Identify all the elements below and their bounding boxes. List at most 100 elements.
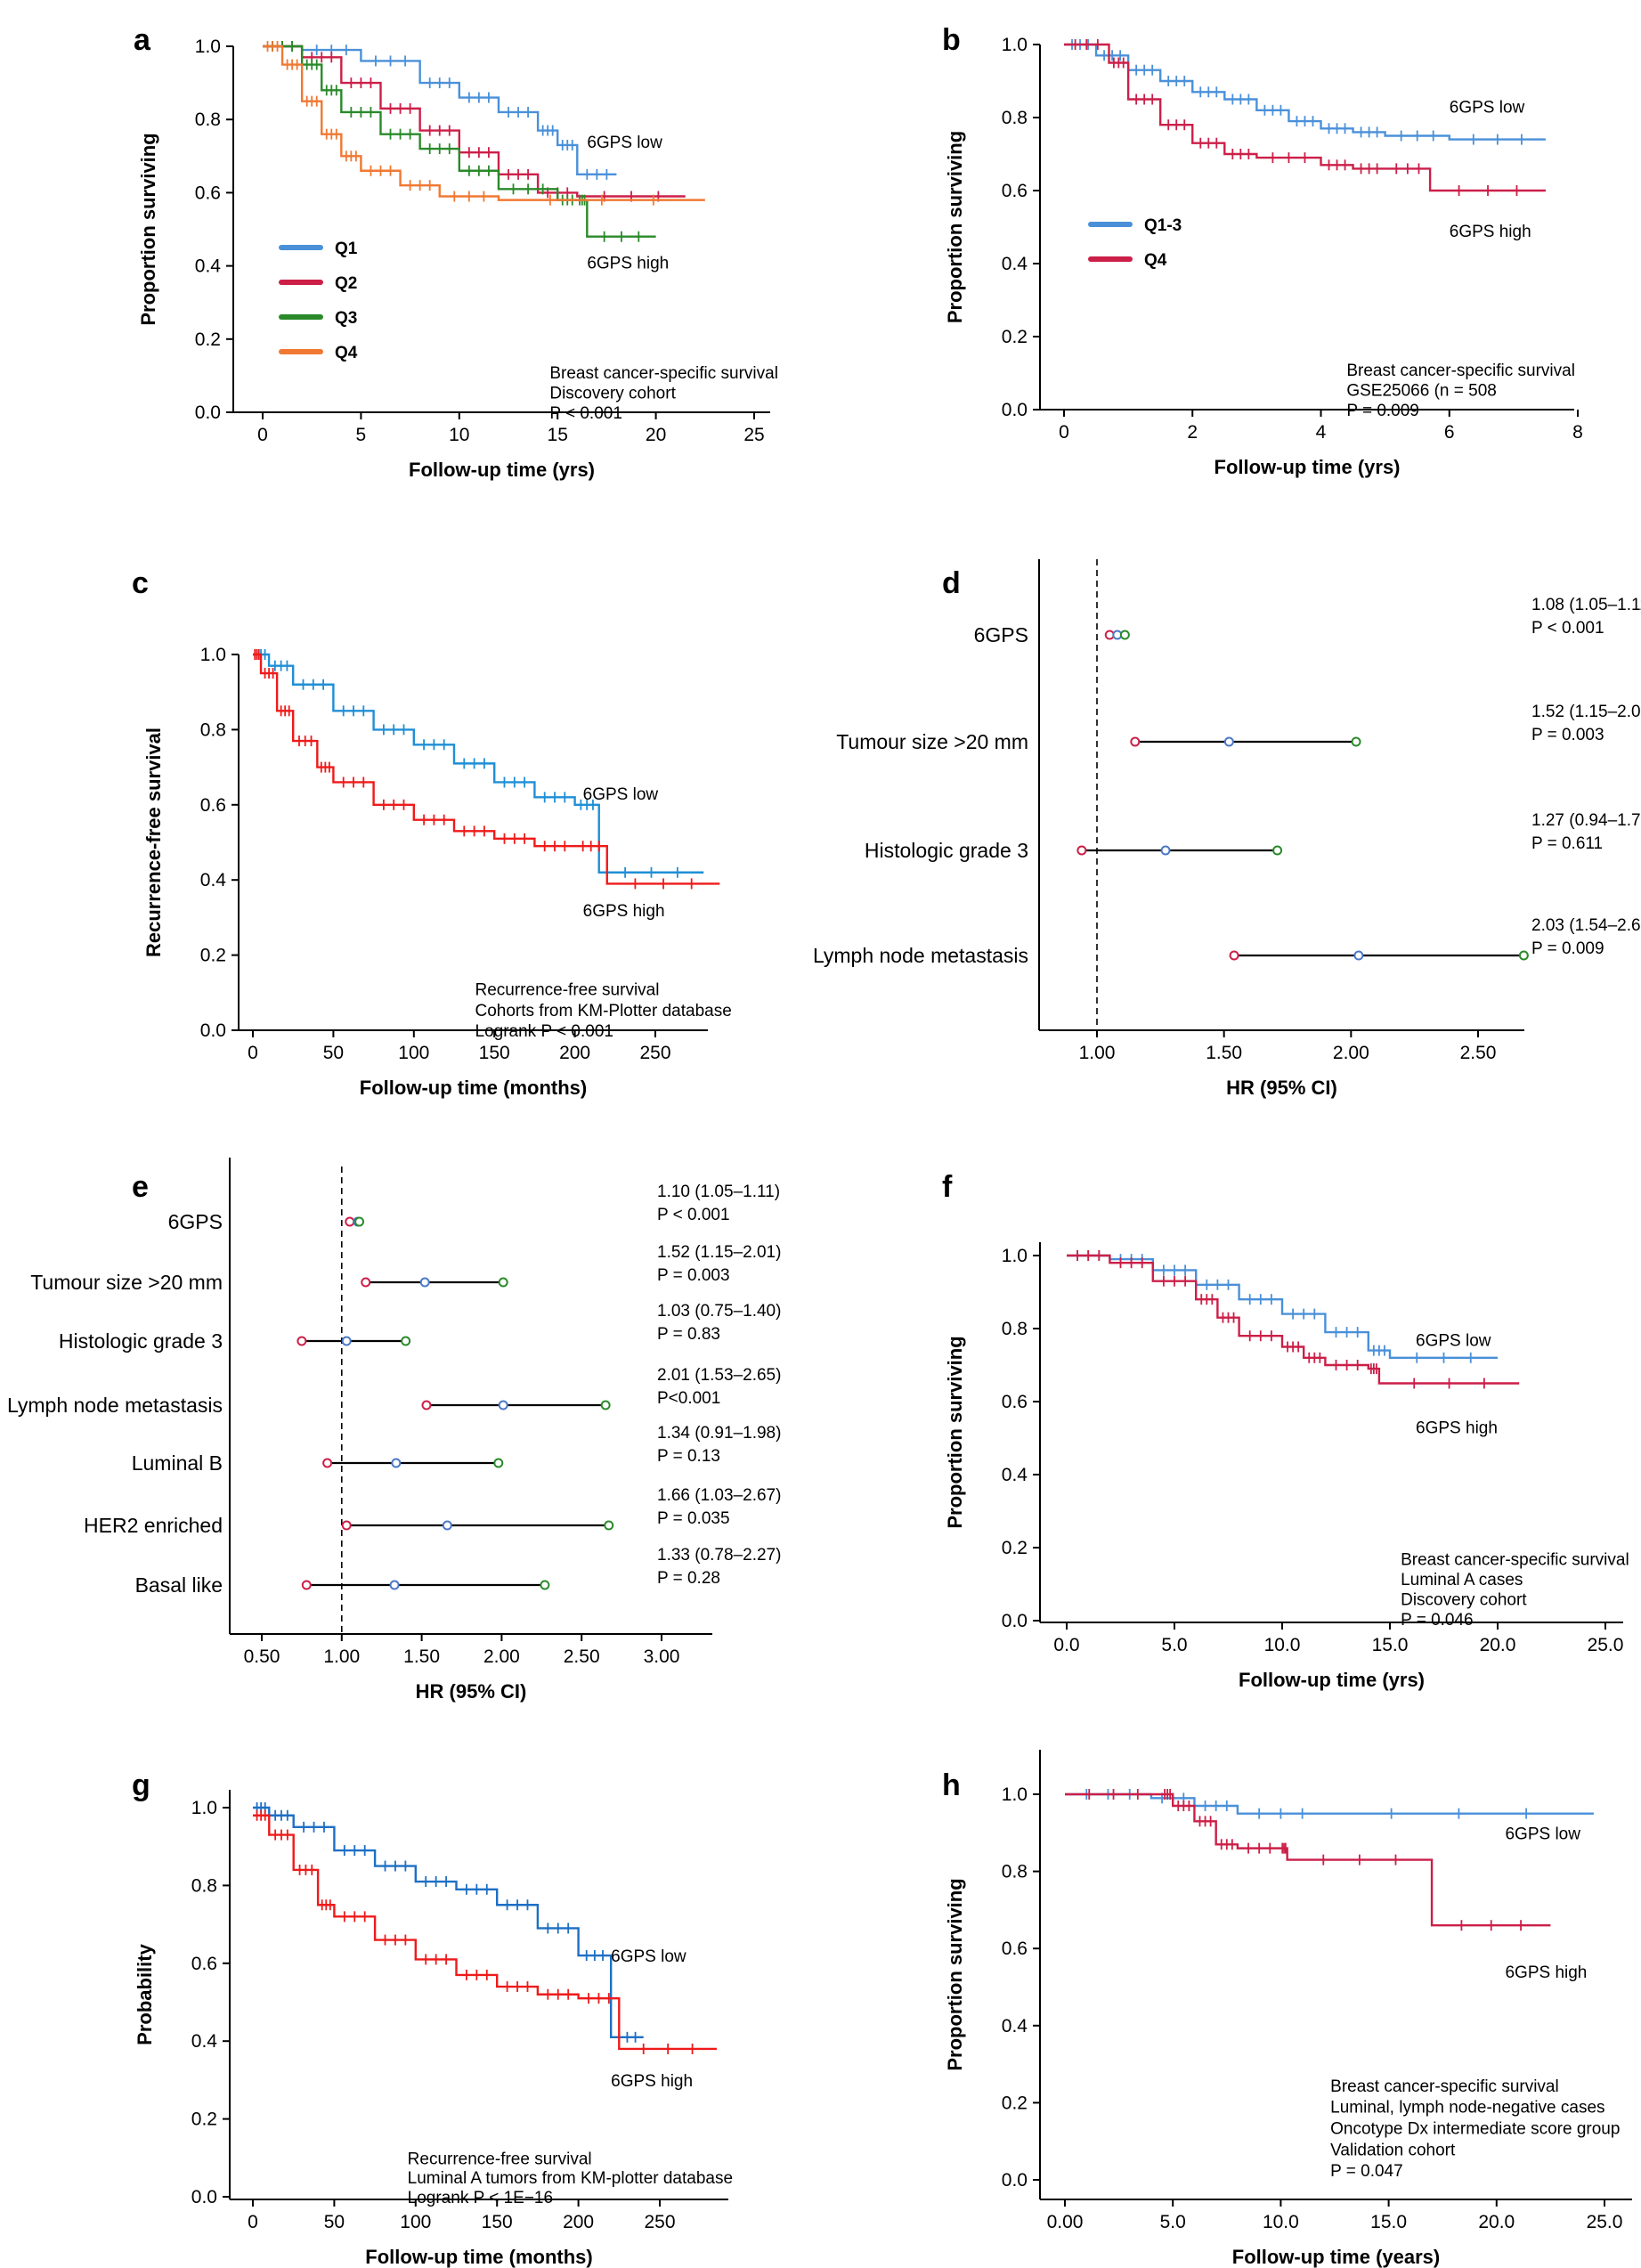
y-tick-label: 0.2 — [200, 946, 226, 966]
x-tick-label: 20 — [646, 425, 666, 445]
x-tick-label: 2.50 — [564, 1646, 600, 1667]
panel-letter-d: d — [942, 566, 961, 600]
x-tick-label: 250 — [639, 1043, 670, 1063]
row-label: Lymph node metastasis — [7, 1394, 223, 1417]
y-tick-label: 0.0 — [1002, 2170, 1028, 2191]
x-tick-label: 0 — [257, 425, 268, 445]
x-tick-label: 2.50 — [1460, 1043, 1497, 1063]
panel-d: d 1.00 1.50 2.00 2.50 HR (95% CI) 6GPS 1.08 (1.… — [813, 559, 1641, 1099]
censor-marks — [256, 1802, 637, 2043]
hr-ci-text: 1.52 (1.15–2.02) — [1531, 703, 1641, 721]
ci-lower-point — [1229, 950, 1239, 961]
x-tick-label: 100 — [400, 2212, 431, 2232]
annotation: P < 0.001 — [549, 404, 622, 423]
censor-marks — [256, 1809, 694, 2054]
annotation: 6GPS low — [1450, 99, 1525, 118]
panel-g: g 0.0 0.2 0.4 0.6 0.8 1.0 0 50 100 150 200 250 Follow… — [132, 1768, 733, 2268]
y-axis-label: Proportion surviving — [137, 133, 159, 325]
annotation: 6GPS low — [1505, 1825, 1580, 1843]
row-label: Tumour size >20 mm — [836, 730, 1028, 753]
forest-row: Luminal B 1.34 (0.91–1.98) P = 0.13 — [132, 1424, 782, 1475]
y-tick-label: 0.4 — [1002, 2016, 1028, 2036]
ci-upper-point — [540, 1580, 550, 1590]
y-tick-label: 1.0 — [200, 645, 226, 665]
row-label: 6GPS — [974, 623, 1028, 646]
ci-lower-point — [345, 1216, 355, 1227]
censor-marks — [272, 41, 660, 202]
annotation: Discovery cohort — [549, 384, 676, 402]
hr-ci-text: 1.27 (0.94–1.71) — [1531, 811, 1641, 830]
ci-upper-point — [401, 1336, 411, 1346]
ci-upper-point — [354, 1216, 365, 1227]
survival-curve-q2 — [263, 45, 686, 198]
censor-marks — [1071, 39, 1523, 145]
survival-curve-6gps-low — [253, 653, 704, 874]
ci-upper-point — [498, 1277, 508, 1288]
y-axis-label: Probability — [134, 1943, 156, 2044]
y-tick-label: 0.4 — [1002, 1465, 1028, 1485]
x-tick-label: 50 — [324, 2212, 345, 2232]
x-axis-label: Follow-up time (months) — [360, 1077, 587, 1099]
forest-row: Lymph node metastasis 2.03 (1.54–2.68) P =… — [813, 916, 1641, 967]
ci-upper-point — [1351, 736, 1361, 747]
x-tick-label: 15 — [548, 425, 568, 445]
ci-lower-point — [301, 1580, 312, 1590]
censor-marks — [256, 649, 678, 878]
survival-curve-q4 — [1064, 43, 1546, 192]
annotation: GSE25066 (n = 508 — [1346, 381, 1497, 400]
legend-label-q4: Q4 — [1144, 251, 1167, 270]
x-tick-label: 150 — [482, 2212, 513, 2232]
row-label: Histologic grade 3 — [59, 1329, 223, 1353]
ci-lower-point — [1076, 845, 1087, 856]
hr-ci-text: 1.52 (1.15–2.01) — [657, 1243, 781, 1262]
annotation: Logrank P < 1E−16 — [408, 2189, 553, 2207]
annotation: Breast cancer-specific survival — [1346, 362, 1575, 380]
panel-letter-b: b — [942, 23, 961, 57]
hr-point — [498, 1400, 508, 1410]
ci-upper-point — [600, 1400, 611, 1410]
p-value-text: P = 0.003 — [1531, 726, 1604, 744]
annotation: Discovery cohort — [1401, 1590, 1527, 1609]
annotation: 6GPS high — [1450, 223, 1531, 241]
annotation: 6GPS high — [1416, 1419, 1498, 1438]
forest-row: Lymph node metastasis 2.01 (1.53–2.65) P<0… — [7, 1366, 782, 1417]
annotation: P = 0.047 — [1330, 2162, 1403, 2181]
x-tick-label: 20.0 — [1478, 2212, 1515, 2232]
y-tick-label: 0.6 — [200, 795, 226, 816]
y-tick-label: 0.4 — [195, 256, 222, 277]
x-tick-label: 10 — [449, 425, 469, 445]
x-tick-label: 50 — [323, 1043, 344, 1063]
ci-lower-point — [361, 1277, 371, 1288]
y-tick-label: 0.6 — [1002, 1939, 1028, 1959]
x-tick-label: 1.00 — [323, 1646, 360, 1667]
x-tick-label: 100 — [398, 1043, 429, 1063]
ci-lower-point — [1130, 736, 1141, 747]
x-tick-label: 0 — [248, 2212, 258, 2232]
row-label: Luminal B — [132, 1451, 223, 1475]
legend-label-q1: Q1 — [335, 240, 358, 258]
y-tick-label: 0.2 — [191, 2109, 217, 2130]
hr-ci-text: 2.01 (1.53–2.65) — [657, 1366, 781, 1385]
panel-letter-a: a — [134, 23, 151, 57]
legend-label-q3: Q3 — [335, 309, 357, 328]
panel-b: b 0.0 0.2 0.4 0.6 0.8 1.0 0 2 4 6 8 Follow-up time (… — [942, 23, 1583, 478]
hr-point — [389, 1580, 400, 1590]
annotation: 6GPS low — [611, 1947, 686, 1966]
x-axis-label: HR (95% CI) — [1226, 1077, 1337, 1099]
annotation: 6GPS low — [587, 134, 662, 152]
x-axis-label: Follow-up time (yrs) — [1215, 456, 1401, 478]
annotation: Recurrence-free survival — [475, 981, 660, 1000]
survival-curve-6gps-low — [253, 1806, 644, 2039]
hr-ci-text: 1.08 (1.05–1.11) — [1531, 596, 1641, 614]
forest-row: HER2 enriched 1.66 (1.03–2.67) P = 0.035 — [84, 1486, 781, 1537]
annotation: Luminal A cases — [1401, 1571, 1523, 1589]
annotation: Oncotype Dx intermediate score group — [1330, 2120, 1620, 2139]
panel-c: c 0.0 0.2 0.4 0.6 0.8 1.0 0 50 100 150 200 250 Follow… — [132, 566, 732, 1099]
annotation: 6GPS low — [583, 785, 659, 804]
x-tick-label: 2.00 — [483, 1646, 520, 1667]
hr-point — [442, 1520, 452, 1531]
ci-lower-point — [322, 1458, 333, 1468]
ci-upper-point — [1119, 630, 1130, 640]
legend-label-q1-3: Q1-3 — [1144, 216, 1182, 235]
ci-lower-point — [297, 1336, 307, 1346]
